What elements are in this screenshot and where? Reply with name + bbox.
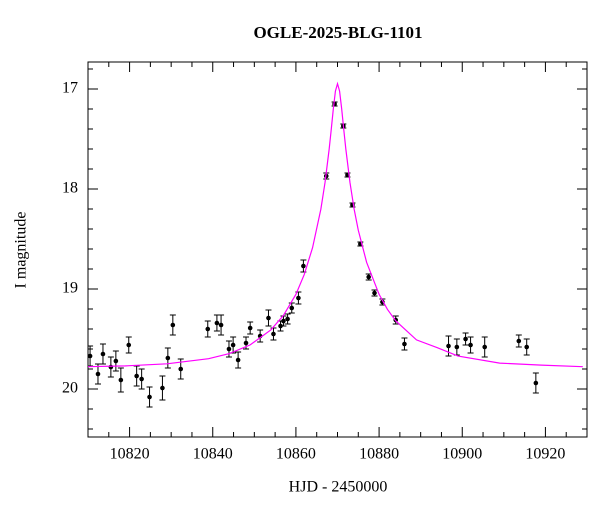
data-point <box>372 290 377 296</box>
data-point <box>285 316 290 322</box>
data-point <box>266 315 271 321</box>
data-point <box>247 325 253 331</box>
data-point <box>218 322 224 328</box>
model-curve <box>88 81 583 368</box>
data-point <box>134 373 139 379</box>
data-point <box>214 320 220 326</box>
data-point <box>516 338 522 344</box>
data-point <box>88 353 93 359</box>
x-tick-label: 10840 <box>193 446 233 463</box>
data-point <box>482 344 488 350</box>
data-point <box>95 371 101 377</box>
y-axis-label: I magnitude <box>13 212 30 289</box>
data-point <box>468 342 473 348</box>
data-point <box>205 326 211 332</box>
data-point <box>446 343 451 349</box>
y-tick-label: 20 <box>62 380 78 397</box>
chart-title: OGLE-2025-BLG-1101 <box>253 23 422 42</box>
data-point <box>230 342 236 348</box>
data-point <box>243 340 249 346</box>
data-point <box>100 351 106 357</box>
data-point <box>366 274 371 280</box>
data-point <box>160 385 165 391</box>
data-point <box>296 295 301 301</box>
x-axis-label: HJD - 2450000 <box>289 479 388 496</box>
data-point <box>463 336 468 342</box>
data-point <box>165 355 171 361</box>
data-point <box>271 331 276 337</box>
data-point <box>524 344 530 350</box>
x-tick-label: 10880 <box>359 446 399 463</box>
data-point <box>533 380 539 386</box>
data-point <box>235 357 241 363</box>
y-tick-label: 18 <box>62 180 78 197</box>
data-point <box>113 358 119 364</box>
data-point <box>402 341 407 347</box>
y-tick-label: 17 <box>62 80 78 97</box>
data-point <box>289 305 295 311</box>
x-tick-label: 10820 <box>110 446 150 463</box>
x-tick-label: 10920 <box>525 446 565 463</box>
plot-area <box>88 81 583 408</box>
data-point <box>139 376 144 382</box>
data-point <box>301 263 306 269</box>
x-tick-label: 10900 <box>442 446 482 463</box>
data-point <box>108 364 114 370</box>
data-point <box>170 322 176 328</box>
data-point <box>454 344 460 350</box>
data-point <box>118 377 124 383</box>
x-tick-label: 10860 <box>276 446 316 463</box>
data-point <box>126 342 132 348</box>
y-tick-label: 19 <box>62 280 78 297</box>
data-point <box>147 394 152 400</box>
data-point <box>281 318 286 324</box>
data-point <box>226 346 232 352</box>
data-point <box>178 366 184 372</box>
